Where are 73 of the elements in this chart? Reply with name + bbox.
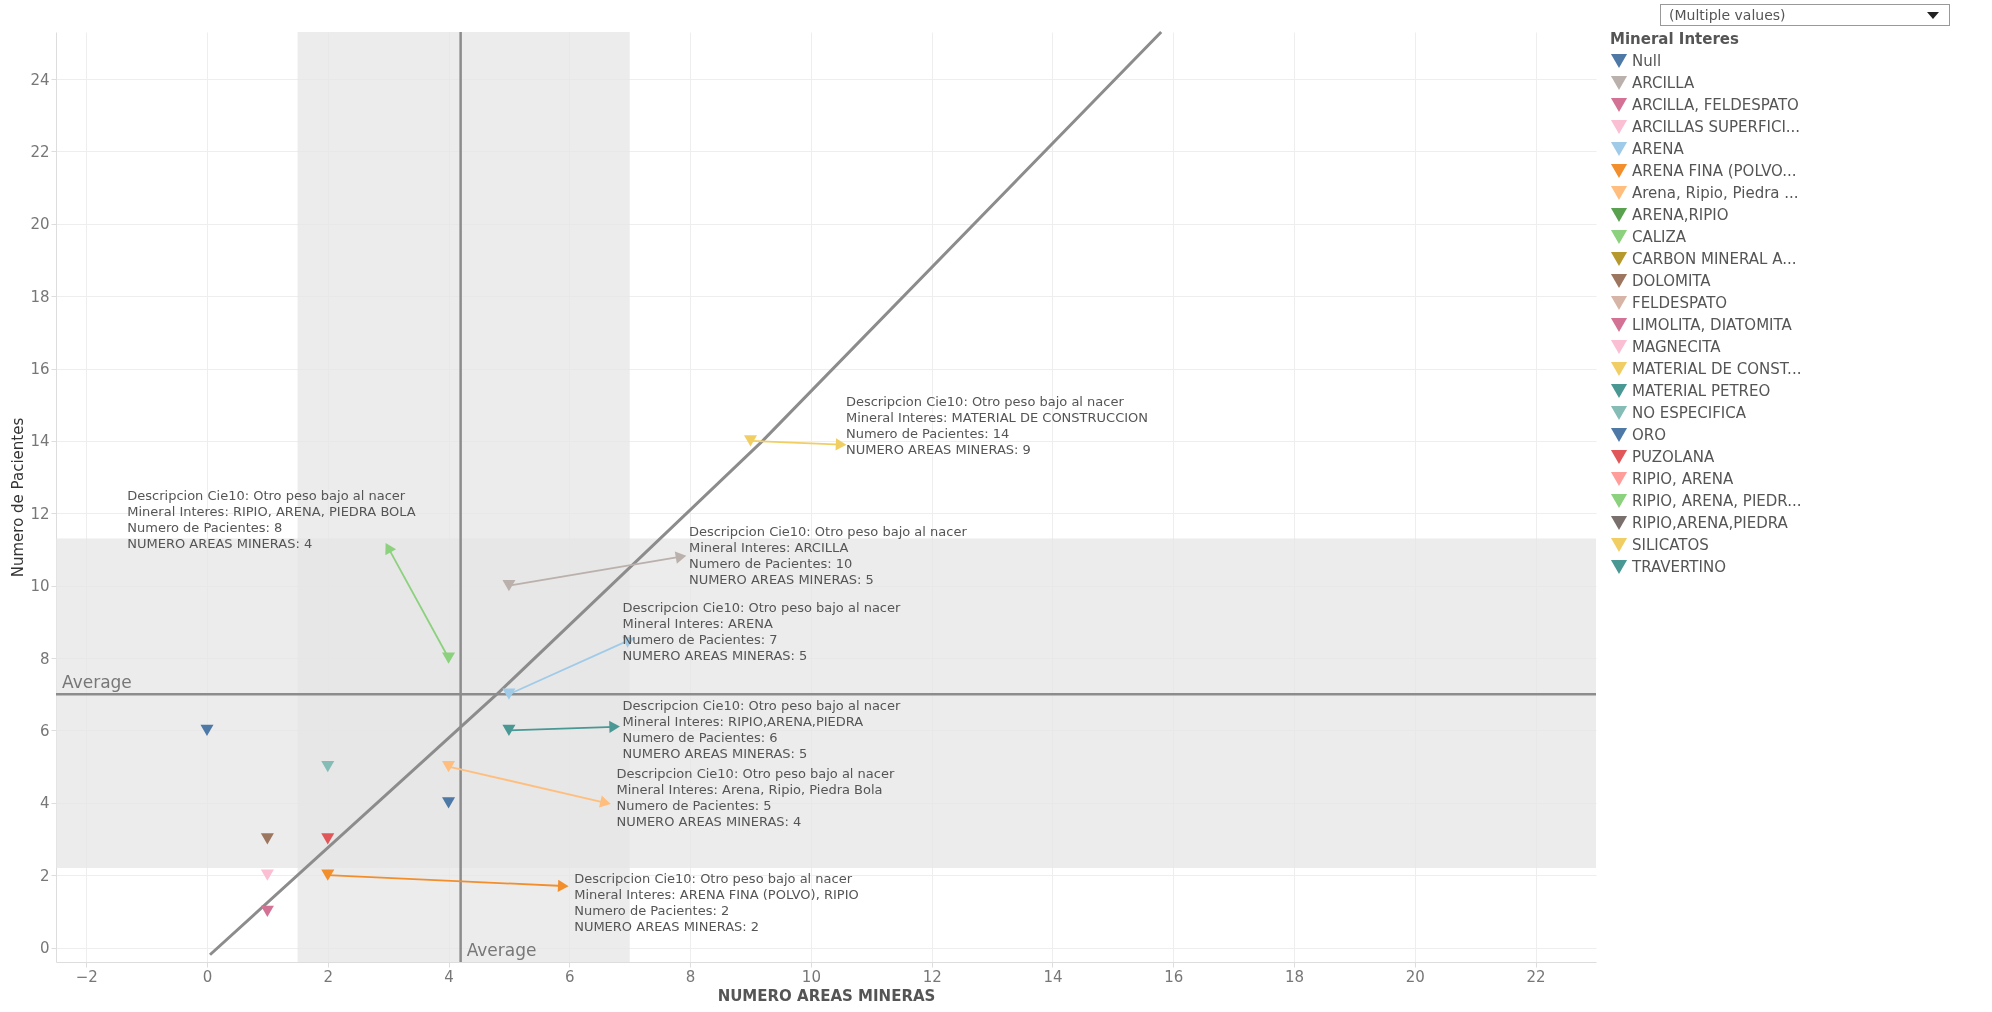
dropdown-field: (Multiple values) (1660, 4, 1950, 26)
x-tick-label: 8 (685, 967, 696, 986)
point (321, 833, 335, 845)
y-tick-label: 2 (39, 866, 50, 885)
legend-title: Mineral Interes (1610, 30, 1739, 48)
legend-label: MATERIAL DE CONST... (1632, 360, 1802, 378)
annotation: Descripcion Cie10: Otro peso bajo al nacer Mineral Interes: ARENA FINA (POLVO), RIPIO Numero de Pacientes: 2 NUMERO AREAS MINERAS: 2 (574, 871, 859, 935)
point (260, 833, 274, 845)
legend-label: TRAVERTINO (1631, 558, 1726, 576)
legend-label: LIMOLITA, DIATOMITA (1632, 316, 1793, 334)
x-tick-label: 10 (801, 967, 821, 986)
y-tick-label: 6 (39, 721, 50, 740)
y-tick-label: 12 (30, 504, 50, 523)
annotation: Descripcion Cie10: Otro peso bajo al nacer Mineral Interes: ARCILLA Numero de Pacientes: 10 NUMERO AREAS MINERAS: 5 (688, 523, 968, 587)
legend-label: RIPIO, ARENA, PIEDR... (1632, 492, 1802, 510)
point (321, 760, 335, 773)
annotation: Descripcion Cie10: Otro peso bajo al nacer Mineral Interes: Arena, Ripio, Piedra Bola Numero de Pacientes: 5 NUMERO AREAS MINERAS: 4 (616, 766, 895, 830)
legend-label: PUZOLANA (1632, 448, 1716, 466)
legend-label: NO ESPECIFICA (1632, 404, 1747, 422)
x-axis-title: NUMERO AREAS MINERAS (717, 986, 936, 1005)
x-tick-label: −2 (75, 967, 98, 986)
point (743, 435, 758, 447)
y-tick-label: 16 (30, 360, 50, 379)
legend-label: MAGNECITA (1632, 338, 1722, 356)
y-axis-title: Numero de Pacientes (9, 417, 28, 578)
legend-label: ARENA FINA (POLVO... (1632, 162, 1797, 180)
legend-label: Null (1632, 52, 1662, 70)
legend-label: RIPIO,ARENA,PIEDRA (1632, 514, 1789, 532)
point (200, 724, 214, 737)
y-tick-label: 24 (30, 70, 50, 89)
point (442, 797, 456, 809)
x-tick-label: 2 (323, 967, 334, 986)
y-tick-label: 4 (39, 794, 50, 813)
legend-label: ARCILLA (1632, 74, 1695, 92)
x-tick-label: 0 (202, 967, 213, 986)
legend-label: DOLOMITA (1632, 272, 1712, 290)
x-tick-label: 20 (1405, 967, 1425, 986)
legend-label: ARCILLA, FELDESPATO (1632, 96, 1799, 114)
ref-line-label: Average (62, 672, 132, 693)
x-tick-label: 22 (1526, 967, 1546, 986)
legend-label: CALIZA (1632, 228, 1687, 246)
legend-label: FELDESPATO (1632, 294, 1728, 312)
legend-label: ARENA,RIPIO (1632, 206, 1729, 224)
y-tick-label: 8 (39, 649, 50, 668)
legend-label: SILICATOS (1632, 536, 1709, 554)
legend-label: RIPIO, ARENA (1632, 470, 1735, 488)
point (442, 760, 456, 773)
point (502, 580, 516, 592)
y-tick-label: 14 (30, 432, 50, 451)
annotation: Descripcion Cie10: Otro peso bajo al nacer Mineral Interes: RIPIO, ARENA, PIEDRA BOLA Numero de Pacientes: 8 NUMERO AREAS MINERAS: 4 (127, 487, 416, 551)
x-tick-label: 6 (565, 967, 575, 986)
y-tick-label: 0 (39, 939, 50, 958)
annotation: Descripcion Cie10: Otro peso bajo al nacer Mineral Interes: MATERIAL DE CONSTRUCCION Numero de Pacientes: 14 NUMERO AREAS MINERAS: 9 (845, 393, 1149, 457)
x-tick-label: 18 (1284, 967, 1305, 986)
y-tick-label: 22 (30, 142, 50, 161)
legend-label: ARCILLAS SUPERFICI... (1632, 118, 1801, 136)
annotation: Descripcion Cie10: Otro peso bajo al nacer Mineral Interes: RIPIO,ARENA,PIEDRA Numero de Pacientes: 6 NUMERO AREAS MINERAS: 5 (622, 697, 901, 761)
y-tick-label: 18 (30, 287, 50, 306)
ref-line-label: Average (466, 940, 537, 960)
x-tick-label: 12 (922, 967, 942, 986)
legend-label: MATERIAL PETREO (1632, 382, 1771, 400)
y-tick-label: 20 (30, 215, 50, 234)
legend-label: ORO (1632, 426, 1667, 444)
point (260, 869, 274, 881)
x-tick-label: 14 (1043, 967, 1063, 986)
legend-label: Arena, Ripio, Piedra ... (1632, 184, 1799, 202)
legend-label: ARENA (1632, 140, 1685, 158)
point (260, 905, 274, 917)
x-tick-label: 4 (444, 967, 454, 986)
annotation: Descripcion Cie10: Otro peso bajo al nacer Mineral Interes: ARENA Numero de Pacientes: 7 NUMERO AREAS MINERAS: 5 (622, 599, 901, 663)
y-tick-label: 10 (30, 577, 50, 596)
legend-label: CARBON MINERAL A... (1632, 250, 1797, 268)
x-tick-label: 16 (1164, 967, 1184, 986)
